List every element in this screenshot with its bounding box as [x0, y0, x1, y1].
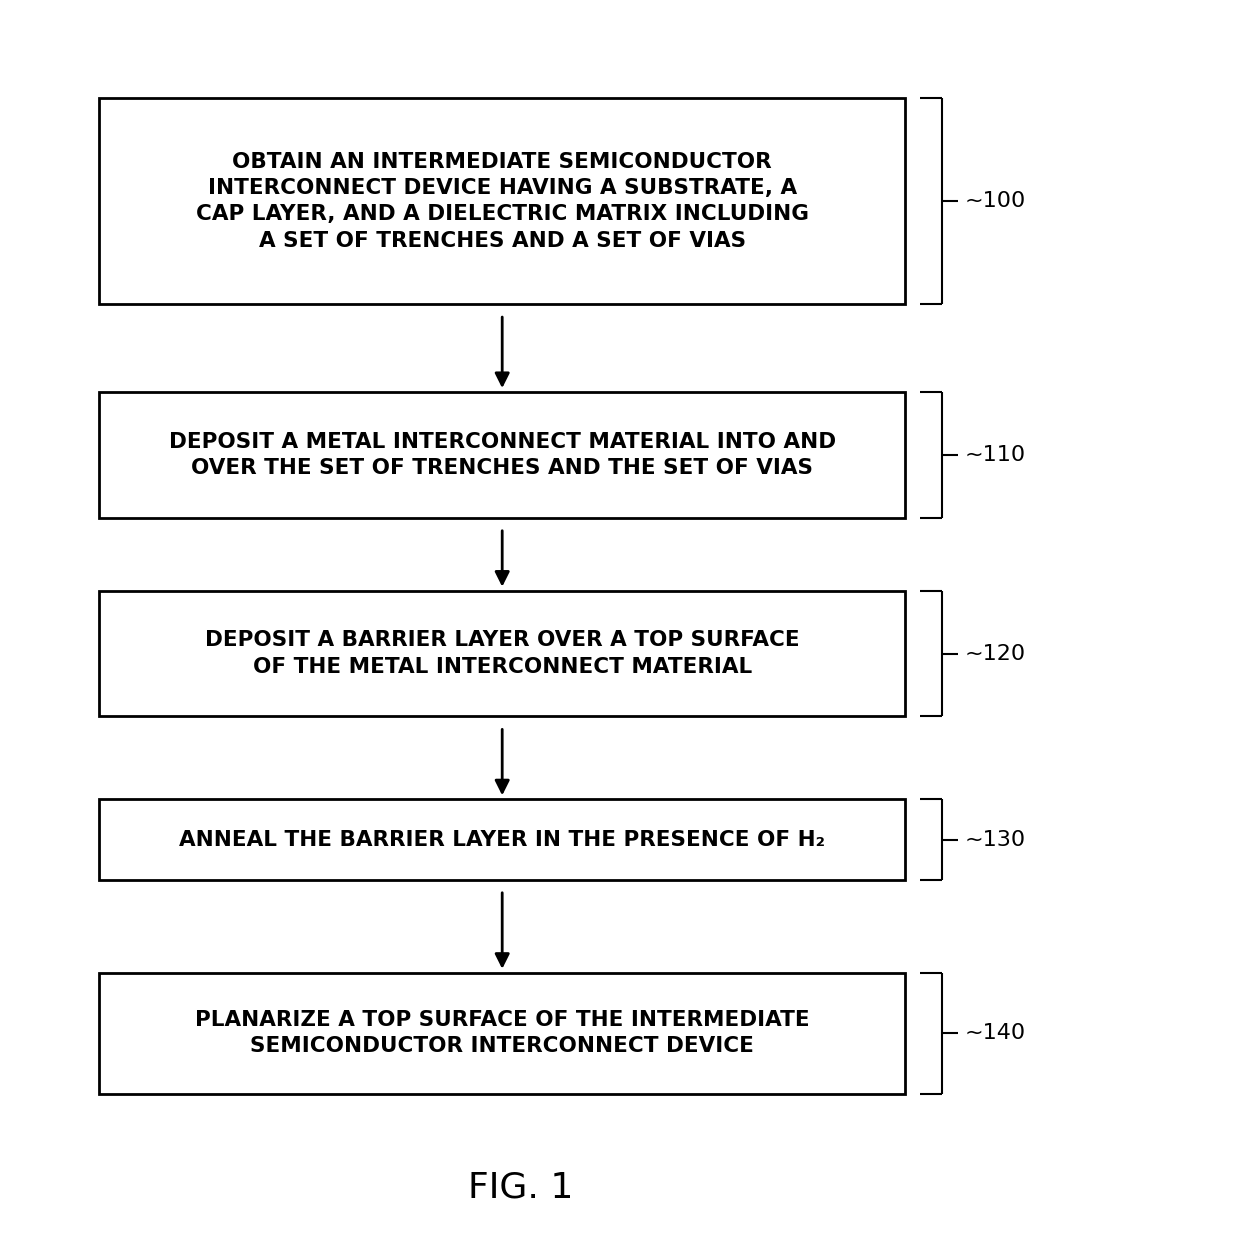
Text: ~140: ~140 [965, 1023, 1025, 1043]
Text: PLANARIZE A TOP SURFACE OF THE INTERMEDIATE
SEMICONDUCTOR INTERCONNECT DEVICE: PLANARIZE A TOP SURFACE OF THE INTERMEDI… [195, 1011, 810, 1056]
Bar [99, 98, 905, 304]
Text: DEPOSIT A BARRIER LAYER OVER A TOP SURFACE
OF THE METAL INTERCONNECT MATERIAL: DEPOSIT A BARRIER LAYER OVER A TOP SURFA… [205, 631, 800, 676]
Text: OBTAIN AN INTERMEDIATE SEMICONDUCTOR
INTERCONNECT DEVICE HAVING A SUBSTRATE, A
C: OBTAIN AN INTERMEDIATE SEMICONDUCTOR INT… [196, 152, 808, 250]
Text: ~120: ~120 [965, 644, 1025, 664]
Text: ~110: ~110 [965, 445, 1025, 465]
Bar [99, 591, 905, 716]
Text: FIG. 1: FIG. 1 [469, 1170, 573, 1205]
Text: ~100: ~100 [965, 191, 1025, 211]
Text: ANNEAL THE BARRIER LAYER IN THE PRESENCE OF H₂: ANNEAL THE BARRIER LAYER IN THE PRESENCE… [179, 830, 826, 850]
Text: DEPOSIT A METAL INTERCONNECT MATERIAL INTO AND
OVER THE SET OF TRENCHES AND THE : DEPOSIT A METAL INTERCONNECT MATERIAL IN… [169, 432, 836, 478]
Bar [99, 973, 905, 1094]
Text: ~130: ~130 [965, 830, 1025, 850]
Bar [99, 799, 905, 880]
Bar [99, 392, 905, 518]
